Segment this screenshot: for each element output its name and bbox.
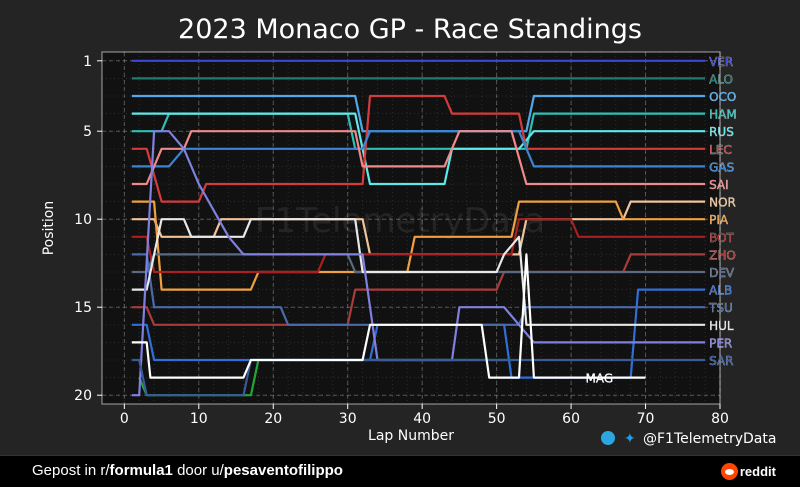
credit: ✦ @F1TelemetryData	[601, 431, 776, 447]
y-tick-label: 20	[74, 388, 92, 404]
driver-label-zho: ZHO	[709, 248, 736, 262]
y-tick-label: 5	[83, 124, 92, 140]
driver-label-bot: BOT	[709, 231, 734, 245]
line-per	[131, 130, 706, 397]
footer-bar: Gepost in r/formula1 door u/pesaventofil…	[0, 455, 800, 487]
line-zho	[131, 253, 706, 326]
driver-label-mag: MAG	[586, 372, 614, 386]
driver-label-pia: PIA	[709, 213, 729, 227]
x-tick-label: 80	[711, 411, 729, 427]
telegram-icon	[601, 431, 615, 445]
x-tick-label: 60	[562, 411, 580, 427]
driver-label-oco: OCO	[709, 90, 736, 104]
position-lines	[131, 59, 706, 397]
footer-prefix: Gepost in r/	[32, 462, 110, 479]
reddit-label: reddit	[739, 464, 776, 479]
driver-label-nor: NOR	[709, 196, 736, 210]
driver-label-per: PER	[709, 336, 732, 350]
footer-text: Gepost in r/formula1 door u/pesaventofil…	[32, 462, 343, 479]
line-sar	[131, 358, 706, 397]
line-rus	[131, 112, 706, 186]
line-mag	[131, 253, 646, 379]
driver-label-ham: HAM	[709, 108, 737, 122]
chart-title: 2023 Monaco GP - Race Standings	[178, 14, 642, 45]
watermark-text: F1TelemetryData	[255, 201, 545, 241]
plot-frame	[101, 51, 721, 405]
x-tick-label: 0	[120, 411, 129, 427]
x-tick-label: 30	[339, 411, 357, 427]
driver-label-ver: VER	[709, 55, 733, 69]
credit-text: @F1TelemetryData	[643, 431, 776, 447]
twitter-icon: ✦	[624, 431, 636, 447]
driver-label-alb: ALB	[709, 284, 732, 298]
line-sai	[131, 130, 706, 186]
driver-label-lec: LEC	[709, 143, 732, 157]
driver-label-sar: SAR	[709, 354, 733, 368]
driver-label-alo: ALO	[709, 72, 733, 86]
x-axis-label: Lap Number	[368, 428, 454, 444]
subreddit-link[interactable]: formula1	[109, 462, 173, 479]
driver-label-hul: HUL	[709, 319, 734, 333]
y-tick-label: 1	[83, 54, 92, 70]
y-axis-label: Position	[41, 201, 57, 256]
footer-middle: door u/	[172, 462, 224, 479]
line-hul	[131, 218, 706, 326]
driver-labels: VER ALO OCO HAM RUS LEC GAS SAI NOR PIA BOT ZHO DEV A…	[585, 55, 737, 386]
x-tick-label: 10	[190, 411, 208, 427]
driver-label-gas: GAS	[709, 160, 734, 174]
x-tick-label: 20	[264, 411, 282, 427]
line-bot	[131, 218, 706, 274]
driver-label-sai: SAI	[709, 178, 729, 192]
y-tick-label: 10	[74, 212, 92, 228]
driver-label-tsu: TSU	[708, 301, 733, 315]
line-nor	[131, 200, 706, 256]
x-tick-label: 50	[488, 411, 506, 427]
y-tick-label: 15	[74, 300, 92, 316]
driver-label-dev: DEV	[709, 266, 735, 280]
race-standings-chart: 2023 Monaco GP - Race Standings F1Teleme…	[41, 14, 777, 447]
reddit-icon	[721, 463, 738, 480]
line-gas	[131, 130, 706, 168]
x-tick-label: 40	[413, 411, 431, 427]
x-tick-label: 70	[637, 411, 655, 427]
user-link[interactable]: pesaventofilippo	[223, 462, 343, 479]
driver-label-rus: RUS	[709, 125, 734, 139]
